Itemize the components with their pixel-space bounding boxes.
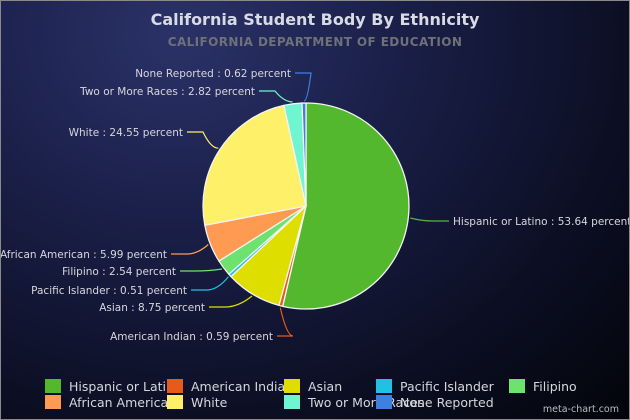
legend-swatch-two-or-more-races	[284, 395, 300, 409]
leader-line-hispanic-or-latino	[410, 217, 449, 222]
data-label-american-indian: American Indian : 0.59 percent	[110, 331, 273, 343]
legend-swatch-asian	[284, 379, 300, 393]
chart-subtitle: CALIFORNIA DEPARTMENT OF EDUCATION	[167, 35, 463, 49]
legend-swatch-american-indian	[167, 379, 183, 393]
data-label-african-american: African American : 5.99 percent	[1, 249, 167, 261]
legend-label-african-american: African American	[69, 394, 177, 410]
legend-label-white: White	[191, 394, 228, 410]
data-label-none-reported: None Reported : 0.62 percent	[135, 68, 291, 80]
legend-label-filipino: Filipino	[533, 378, 577, 394]
pie-slice-none-reported[interactable]	[301, 102, 307, 207]
legend-swatch-pacific-islander	[376, 379, 392, 393]
data-label-white: White : 24.55 percent	[69, 127, 183, 139]
legend-label-pacific-islander: Pacific Islander	[400, 378, 494, 394]
data-label-filipino: Filipino : 2.54 percent	[62, 266, 176, 278]
data-label-hispanic-or-latino: Hispanic or Latino : 53.64 percent	[453, 216, 630, 228]
leader-line-asian	[209, 295, 253, 308]
legend-item-american-indian[interactable]: American Indian	[167, 378, 293, 394]
legend-item-two-or-more-races[interactable]: Two or More Races	[284, 394, 424, 410]
data-label-two-or-more-races: Two or More Races : 2.82 percent	[79, 86, 255, 98]
legend-item-white[interactable]: White	[167, 394, 284, 410]
chart-legend: Hispanic or Latino American Indian Asian Pa…	[45, 378, 605, 410]
legend-item-pacific-islander[interactable]: Pacific Islander	[376, 378, 509, 394]
leader-line-african-american	[171, 244, 209, 255]
data-label-pacific-islander: Pacific Islander : 0.51 percent	[31, 285, 187, 297]
chart-title: California Student Body By Ethnicity	[150, 10, 480, 29]
legend-item-filipino[interactable]: Filipino	[509, 378, 599, 394]
legend-label-two-or-more-races: Two or More Races	[308, 394, 425, 410]
leader-line-american-indian	[277, 307, 294, 337]
legend-swatch-none-reported	[376, 395, 392, 409]
legend-label-none-reported: None Reported	[400, 394, 494, 410]
leader-line-none-reported	[295, 72, 312, 102]
legend-swatch-white	[167, 395, 183, 409]
data-label-asian: Asian : 8.75 percent	[99, 302, 205, 314]
legend-item-hispanic-or-latino[interactable]: Hispanic or Latino	[45, 378, 182, 394]
legend-swatch-hispanic-or-latino	[45, 379, 61, 393]
pie-slice-hispanic-or-latino[interactable]	[282, 102, 410, 310]
legend-item-asian[interactable]: Asian	[284, 378, 376, 394]
legend-label-hispanic-or-latino: Hispanic or Latino	[69, 378, 182, 394]
legend-item-african-american[interactable]: African American	[45, 394, 176, 410]
leader-line-filipino	[180, 268, 223, 272]
leader-line-pacific-islander	[191, 276, 229, 291]
credit-text: meta-chart.com	[542, 404, 619, 415]
leader-line-white	[187, 131, 219, 149]
legend-label-american-indian: American Indian	[191, 378, 294, 394]
legend-swatch-african-american	[45, 395, 61, 409]
pie-slice-white[interactable]	[202, 104, 307, 226]
legend-item-none-reported[interactable]: None Reported	[376, 394, 509, 410]
leader-line-two-or-more-races	[259, 90, 293, 103]
legend-swatch-filipino	[509, 379, 525, 393]
legend-label-asian: Asian	[308, 378, 343, 394]
